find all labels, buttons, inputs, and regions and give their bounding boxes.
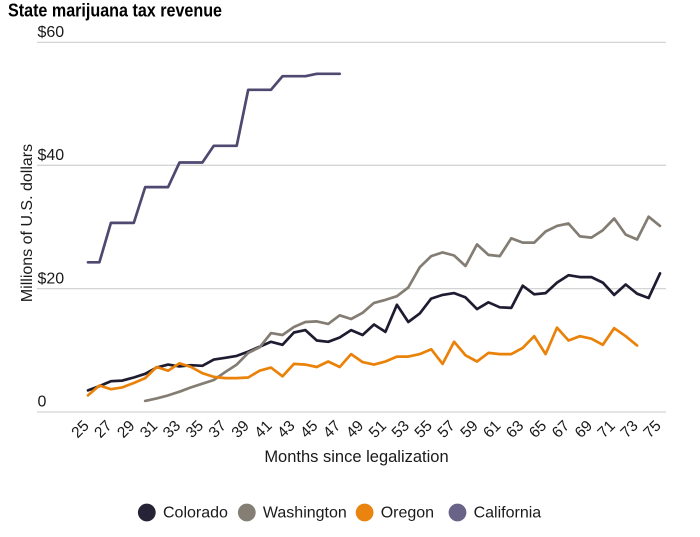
svg-text:$60: $60 (38, 24, 65, 41)
svg-text:Washington: Washington (263, 505, 347, 522)
svg-text:Millions of U.S. dollars: Millions of U.S. dollars (19, 144, 36, 302)
svg-text:$40: $40 (38, 147, 65, 164)
svg-text:$20: $20 (38, 270, 65, 287)
svg-text:Months since legalization: Months since legalization (264, 448, 448, 466)
svg-text:Colorado: Colorado (163, 505, 228, 522)
svg-text:California: California (474, 505, 542, 522)
svg-text:0: 0 (38, 394, 47, 411)
svg-text:Oregon: Oregon (381, 505, 434, 522)
svg-text:State marijuana tax revenue: State marijuana tax revenue (8, 1, 222, 21)
